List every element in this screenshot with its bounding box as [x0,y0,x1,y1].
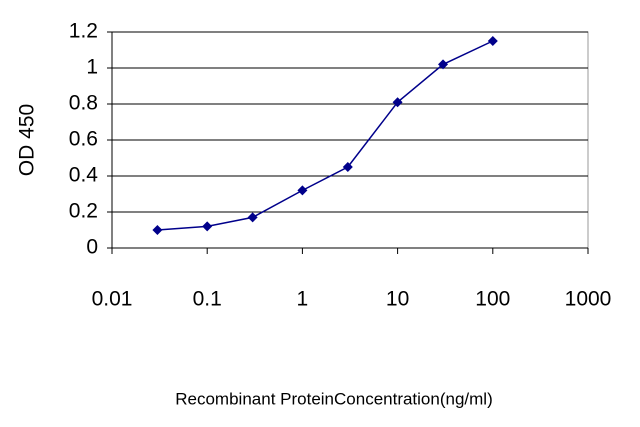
y-tick-label: 0.4 [69,164,99,187]
data-line [157,40,494,231]
x-tick-label: 10 [386,288,409,311]
x-tick-label: 0.1 [193,288,222,311]
data-point [297,185,308,196]
data-point [342,162,353,172]
y-tick-label: 0.2 [69,200,98,223]
y-tick-label: 0.6 [69,128,98,151]
x-tick-label: 100 [475,288,510,311]
x-axis-label: Recombinant ProteinConcentration(ng/ml) [175,389,493,408]
data-point [487,36,498,46]
y-tick-label: 1 [86,56,98,79]
data-point [392,97,403,108]
y-tick-label: 0 [86,236,98,259]
y-axis-label: OD 450 [16,104,39,176]
data-point [247,212,258,223]
x-tick-label: 1 [297,288,309,311]
y-tick-label: 0.8 [69,92,98,115]
x-tick-label: 1000 [565,288,612,311]
x-tick-label: 0.01 [92,288,133,311]
data-point [438,59,449,70]
y-tick-label: 1.2 [69,20,98,43]
data-point [202,221,213,232]
data-point [152,225,163,235]
